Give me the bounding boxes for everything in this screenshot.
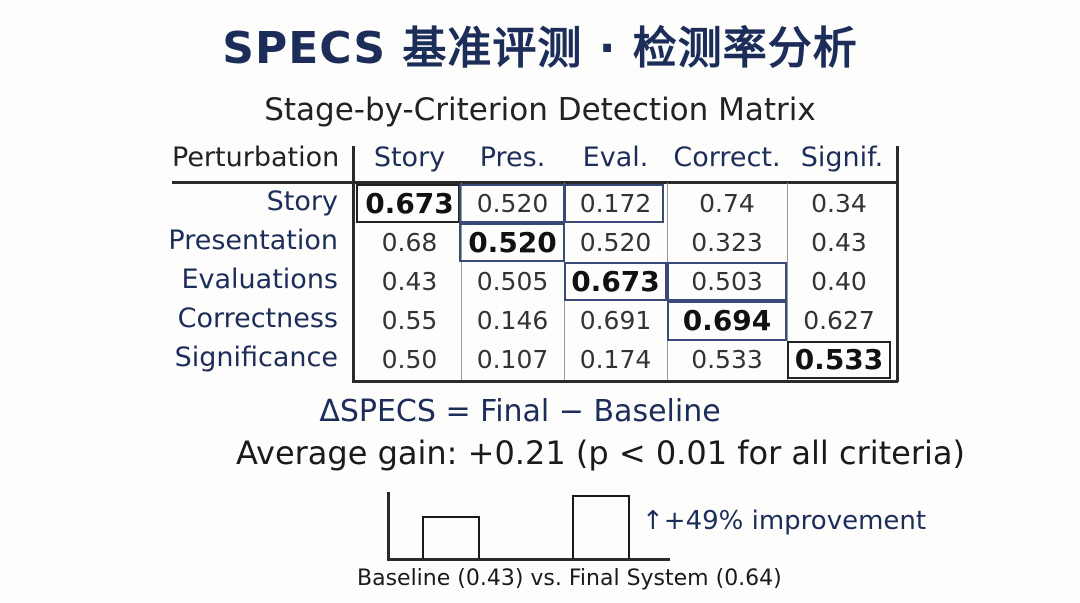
column-divider bbox=[461, 183, 462, 380]
row-header-correctness: Correctness bbox=[177, 303, 338, 334]
matrix-cell: 0.520 bbox=[476, 189, 549, 218]
table-bottom-border bbox=[352, 380, 898, 383]
table-right-border bbox=[896, 146, 899, 382]
delta-formula: ΔSPECS = Final − Baseline bbox=[319, 394, 721, 429]
matrix-cell: 0.673 bbox=[365, 187, 454, 220]
corner-label: Perturbation bbox=[172, 142, 340, 173]
matrix-cell: 0.174 bbox=[579, 345, 652, 374]
improvement-label: ↑+49% improvement bbox=[642, 506, 927, 536]
matrix-cell: 0.691 bbox=[579, 306, 652, 335]
header-divider-horizontal bbox=[172, 181, 898, 184]
diagonal-highlight-box bbox=[667, 301, 787, 341]
matrix-cell: 0.34 bbox=[811, 189, 867, 218]
matrix-cell: 0.55 bbox=[381, 306, 438, 335]
column-header-correctness: Correct. bbox=[673, 142, 781, 173]
average-gain-text: Average gain: +0.21 (p < 0.01 for all cr… bbox=[236, 434, 965, 472]
matrix-heading: Stage-by-Criterion Detection Matrix bbox=[264, 92, 816, 128]
matrix-cell: 0.323 bbox=[691, 228, 763, 257]
matrix-cell: 0.533 bbox=[794, 343, 884, 376]
matrix-cell: 0.43 bbox=[811, 228, 867, 257]
matrix-cell: 0.43 bbox=[381, 267, 438, 296]
diagonal-highlight-box bbox=[787, 341, 891, 379]
matrix-cell: 0.172 bbox=[579, 189, 652, 218]
cell-highlight-box bbox=[667, 262, 787, 301]
matrix-cell: 0.673 bbox=[571, 265, 660, 298]
column-header-significance: Signif. bbox=[800, 142, 884, 173]
matrix-cell: 0.627 bbox=[803, 306, 875, 335]
matrix-cell: 0.520 bbox=[579, 228, 652, 257]
matrix-cell: 0.533 bbox=[691, 345, 763, 374]
chart-axis-baseline bbox=[387, 558, 670, 561]
matrix-cell: 0.40 bbox=[811, 267, 867, 296]
row-header-presentation: Presentation bbox=[168, 225, 338, 256]
matrix-cell: 0.50 bbox=[381, 345, 438, 374]
final-system-bar bbox=[572, 495, 630, 559]
matrix-cell: 0.503 bbox=[691, 267, 763, 296]
diagonal-highlight-box bbox=[564, 262, 667, 301]
column-header-presentation: Pres. bbox=[479, 142, 546, 173]
column-divider bbox=[787, 183, 788, 380]
row-header-evaluations: Evaluations bbox=[181, 264, 338, 295]
matrix-cell: 0.694 bbox=[682, 304, 772, 337]
cell-highlight-box bbox=[564, 184, 664, 223]
baseline-bar bbox=[422, 516, 480, 559]
matrix-cell: 0.520 bbox=[468, 226, 557, 259]
matrix-cell: 0.68 bbox=[381, 228, 438, 257]
row-header-story: Story bbox=[266, 186, 338, 217]
diagonal-highlight-box bbox=[459, 223, 565, 262]
matrix-cell: 0.505 bbox=[476, 267, 549, 296]
column-header-story: Story bbox=[373, 142, 446, 173]
page-title: SPECS 基准评测 · 检测率分析 bbox=[222, 23, 858, 74]
comparison-caption: Baseline (0.43) vs. Final System (0.64) bbox=[357, 566, 782, 591]
row-header-significance: Significance bbox=[174, 342, 338, 373]
column-header-evaluations: Eval. bbox=[582, 142, 649, 173]
matrix-cell: 0.146 bbox=[476, 306, 549, 335]
chart-axis-vertical bbox=[387, 492, 390, 560]
header-divider-vertical bbox=[352, 146, 355, 382]
matrix-cell: 0.74 bbox=[699, 189, 755, 218]
matrix-cell: 0.107 bbox=[476, 345, 549, 374]
